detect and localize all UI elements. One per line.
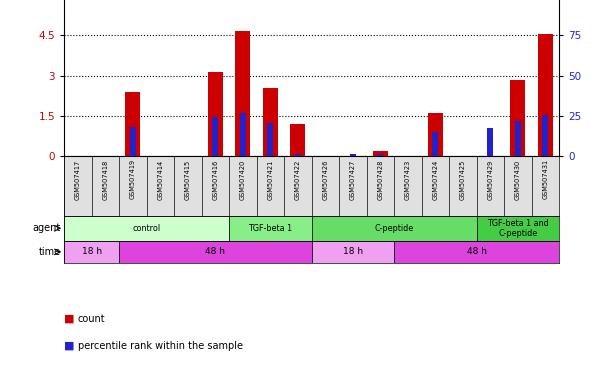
Bar [295, 154, 301, 156]
Text: percentile rank within the sample: percentile rank within the sample [78, 341, 243, 351]
Text: control: control [133, 224, 161, 233]
Text: GSM507418: GSM507418 [103, 159, 108, 200]
Text: time: time [39, 247, 61, 257]
Text: GSM507429: GSM507429 [488, 159, 493, 200]
Bar [235, 31, 251, 156]
Text: ■: ■ [64, 314, 75, 324]
Bar [378, 154, 383, 156]
Bar [268, 124, 273, 156]
Bar [240, 113, 246, 156]
Text: GSM507431: GSM507431 [543, 159, 548, 199]
Text: 48 h: 48 h [467, 247, 486, 257]
Text: GSM507424: GSM507424 [433, 159, 438, 200]
Bar [428, 113, 443, 156]
Bar [263, 88, 278, 156]
Text: GSM507421: GSM507421 [268, 159, 273, 200]
Bar [515, 121, 521, 156]
Text: ■: ■ [64, 341, 75, 351]
Text: 18 h: 18 h [82, 247, 101, 257]
Bar [538, 34, 553, 156]
Bar [64, 216, 229, 241]
Text: GSM507428: GSM507428 [378, 159, 383, 200]
Bar [350, 154, 356, 156]
Text: TGF-beta 1 and
C-peptide: TGF-beta 1 and C-peptide [487, 218, 549, 238]
Text: GSM507416: GSM507416 [213, 159, 218, 200]
Bar [290, 124, 306, 156]
Bar [208, 72, 223, 156]
Bar [433, 132, 438, 156]
Text: count: count [78, 314, 105, 324]
Text: GSM507417: GSM507417 [75, 159, 81, 200]
Text: GSM507430: GSM507430 [515, 159, 521, 200]
Text: 18 h: 18 h [343, 247, 363, 257]
Bar [229, 216, 312, 241]
Bar [510, 80, 525, 156]
Text: GSM507422: GSM507422 [295, 159, 301, 200]
Bar [312, 216, 477, 241]
Text: GSM507414: GSM507414 [158, 159, 163, 200]
Text: GSM507420: GSM507420 [240, 159, 246, 200]
Bar [119, 241, 312, 263]
Bar [394, 241, 559, 263]
Text: TGF-beta 1: TGF-beta 1 [248, 224, 293, 233]
Text: GSM507419: GSM507419 [130, 159, 136, 199]
Bar [488, 128, 493, 156]
Bar [477, 216, 559, 241]
Text: GSM507415: GSM507415 [185, 159, 191, 200]
Text: 48 h: 48 h [205, 247, 225, 257]
Text: GSM507425: GSM507425 [460, 159, 466, 200]
Text: agent: agent [33, 223, 61, 233]
Bar [130, 127, 136, 156]
Bar [373, 151, 388, 156]
Text: C-peptide: C-peptide [375, 224, 414, 233]
Text: GSM507426: GSM507426 [323, 159, 328, 200]
Text: GSM507427: GSM507427 [350, 159, 356, 200]
Bar [312, 241, 394, 263]
Bar [125, 92, 141, 156]
Bar [64, 241, 119, 263]
Text: GSM507423: GSM507423 [405, 159, 411, 200]
Bar [543, 115, 548, 156]
Bar [213, 118, 218, 156]
